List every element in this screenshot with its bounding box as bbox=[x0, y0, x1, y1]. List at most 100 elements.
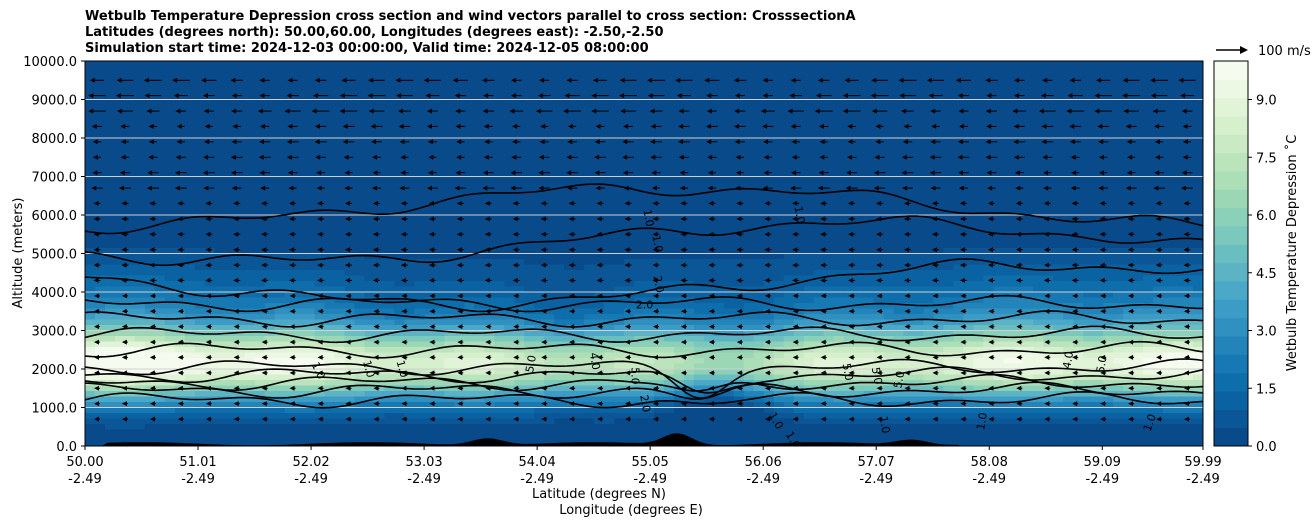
wind-vector-head bbox=[1016, 324, 1022, 330]
wind-vector-head bbox=[1044, 416, 1050, 422]
wind-vector-head bbox=[259, 170, 265, 176]
wind-vector-head bbox=[597, 308, 603, 314]
wind-vector-head bbox=[94, 293, 99, 299]
wind-vector-head bbox=[567, 139, 573, 145]
wind-vector-head bbox=[764, 200, 770, 206]
wind-vector-head bbox=[1014, 93, 1019, 99]
wind-vector-head bbox=[904, 370, 910, 376]
wind-vector-head bbox=[344, 170, 350, 176]
wind-vector-head bbox=[736, 308, 742, 314]
wind-vector-head bbox=[205, 293, 211, 299]
wind-vector-head bbox=[625, 385, 630, 391]
wind-vector-head bbox=[651, 185, 657, 191]
wind-vector-head bbox=[848, 277, 854, 283]
x-tick-label-longitude: -2.49 bbox=[1186, 472, 1220, 487]
wind-vector-head bbox=[848, 200, 854, 206]
wind-vector-head bbox=[904, 416, 910, 422]
wind-vector-head bbox=[204, 139, 210, 145]
wind-vector-head bbox=[149, 354, 155, 360]
wind-vector-head bbox=[345, 308, 351, 314]
wind-vector-head bbox=[1182, 123, 1188, 129]
wind-vector-head bbox=[315, 154, 321, 160]
wind-vector-head bbox=[568, 262, 574, 268]
wind-vector-head bbox=[619, 93, 625, 99]
wind-vector-head bbox=[317, 277, 323, 283]
wind-vector-head bbox=[1043, 277, 1049, 283]
wind-vector-head bbox=[289, 231, 295, 237]
wind-vector-head bbox=[563, 108, 569, 114]
wind-vector-head bbox=[566, 185, 572, 191]
wind-vector-head bbox=[457, 293, 463, 299]
wind-vector-head bbox=[1043, 185, 1049, 191]
wind-vector-head bbox=[177, 293, 183, 299]
wind-vector-head bbox=[345, 354, 351, 360]
wind-vector-head bbox=[651, 170, 657, 176]
wind-vector-head bbox=[175, 185, 180, 191]
contour-line bbox=[85, 310, 1203, 328]
wind-vector-head bbox=[1015, 277, 1021, 283]
x-tick-label-latitude: 50.00 bbox=[66, 455, 103, 470]
terrain-shape bbox=[85, 433, 1203, 446]
wind-vector-head bbox=[1150, 77, 1156, 83]
wind-vector-head bbox=[652, 277, 658, 283]
wind-vector-head bbox=[1184, 308, 1189, 314]
wind-vector-head bbox=[1041, 139, 1047, 145]
wind-vector-head bbox=[373, 324, 379, 330]
wind-vector-head bbox=[569, 416, 575, 422]
wind-vector-head bbox=[1098, 185, 1104, 191]
wind-vector-head bbox=[261, 231, 267, 237]
wind-vector-head bbox=[986, 123, 992, 129]
wind-vector-head bbox=[452, 77, 458, 83]
wind-vector-head bbox=[622, 139, 628, 145]
wind-vector-head bbox=[653, 324, 658, 330]
x-axis: 50.00 -2.49 51.01 -2.49 52.02 -2.49 53.03 -2.49… bbox=[66, 446, 1222, 487]
wind-vector-head bbox=[708, 231, 714, 237]
contour-label: 1.0 bbox=[974, 412, 990, 431]
plot-area: 1.0 1.0 1.0 5.0 4.0 5.0 2.0 1.0 1.0 2.0 2.0 1.0 1.0 1… bbox=[85, 61, 1203, 446]
wind-vector-head bbox=[540, 231, 546, 237]
wind-vector-head bbox=[1099, 200, 1105, 206]
wind-vector-head bbox=[792, 308, 798, 314]
wind-vector-head bbox=[176, 123, 182, 129]
x-tick-label-latitude: 58.08 bbox=[971, 455, 1008, 470]
wind-vector-head bbox=[904, 200, 909, 206]
wind-vector-head bbox=[564, 93, 570, 99]
wind-vector-head bbox=[1094, 93, 1100, 99]
wind-vector-head bbox=[345, 385, 351, 391]
wind-vector-head bbox=[261, 324, 267, 330]
wind-vector-head bbox=[597, 339, 603, 345]
wind-vector-head bbox=[230, 77, 236, 83]
wind-vector-head bbox=[512, 262, 518, 268]
wind-vector-head bbox=[762, 185, 768, 191]
wind-vector-head bbox=[957, 154, 963, 160]
wind-vector-head bbox=[205, 308, 211, 314]
wind-vector-head bbox=[623, 185, 629, 191]
wind-vector-head bbox=[400, 170, 406, 176]
wind-vector-head bbox=[619, 77, 625, 83]
wind-vector-head bbox=[289, 416, 295, 422]
y-tick-label: 6000.0 bbox=[32, 209, 78, 224]
wind-vector-head bbox=[568, 277, 574, 283]
wind-vector-head bbox=[317, 324, 323, 330]
wind-vector-head bbox=[261, 247, 267, 253]
wind-vector-head bbox=[1015, 247, 1021, 253]
wind-vector-head bbox=[904, 324, 910, 330]
wind-vector-head bbox=[373, 293, 379, 299]
wind-vector-head bbox=[175, 108, 181, 114]
wind-vector-head bbox=[205, 401, 211, 407]
wind-vector-head bbox=[680, 277, 686, 283]
wind-vector-head bbox=[647, 77, 652, 83]
wind-vector-head bbox=[513, 370, 519, 376]
wind-vector-head bbox=[1071, 231, 1077, 237]
wind-vector-head bbox=[540, 262, 546, 268]
wind-vector-head bbox=[1156, 293, 1162, 299]
wind-vector-head bbox=[1071, 262, 1077, 268]
wind-vector-head bbox=[955, 77, 961, 83]
wind-vector-head bbox=[597, 293, 603, 299]
wind-vector-head bbox=[485, 308, 491, 314]
wind-vector-head bbox=[456, 216, 462, 222]
wind-vector-head bbox=[763, 154, 769, 160]
wind-vector-head bbox=[457, 401, 463, 407]
wind-vector-head bbox=[94, 324, 99, 330]
wind-vector-head bbox=[736, 354, 742, 360]
